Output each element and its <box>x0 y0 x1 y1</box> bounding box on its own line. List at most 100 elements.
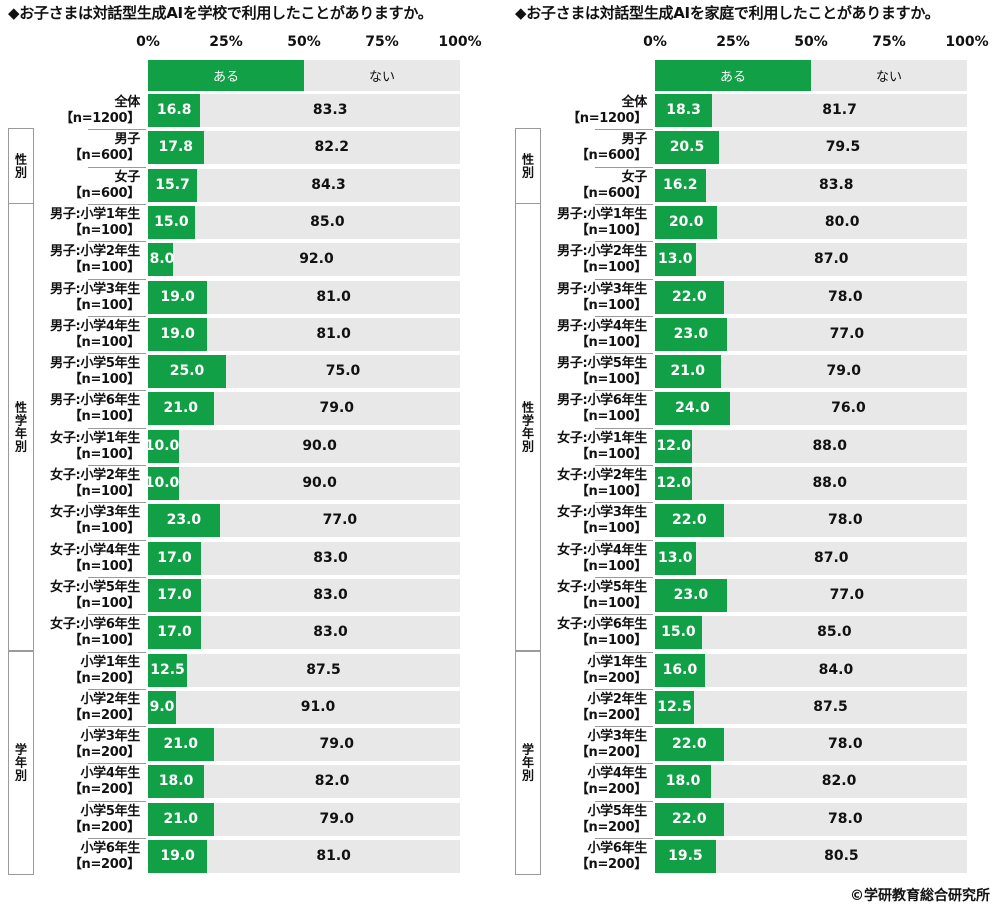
value-label-ari: 17.8 <box>158 139 194 156</box>
group-label-box: 性学年別 <box>8 202 34 652</box>
row-label: 男子:小学2年生 【n=100】 <box>517 244 647 276</box>
axis-tick-label: 0% <box>136 34 160 50</box>
row-label-n: 【n=100】 <box>68 297 140 313</box>
row-label-name: 小学6年生 <box>80 841 140 856</box>
row-label: 女子:小学4年生 【n=100】 <box>517 543 647 575</box>
bar-nai <box>148 168 460 202</box>
row-label: 小学6年生 【n=200】 <box>10 841 140 873</box>
row-separator <box>88 278 146 280</box>
chart-title-home: ◆お子さまは対話型生成AIを家庭で利用したことがありますか。 <box>515 4 940 22</box>
value-label-nai: 76.0 <box>831 400 866 417</box>
value-label-nai: 81.0 <box>316 288 351 305</box>
value-label-ari: 12.0 <box>656 475 691 491</box>
row-label-name: 小学4年生 <box>587 766 647 782</box>
row-label: 女子:小学2年生 【n=100】 <box>10 468 140 500</box>
value-label-nai: 78.0 <box>828 736 863 753</box>
legend-swatch-nai: ない <box>811 60 967 91</box>
bar-ari <box>655 541 696 575</box>
axis-tick-label: 0% <box>643 34 667 50</box>
bar-ari <box>655 578 727 612</box>
bar-nai <box>148 205 460 239</box>
row-label: 小学5年生 【n=200】 <box>10 804 140 836</box>
row-label-name: 小学2年生 <box>80 691 140 707</box>
bar-ari <box>148 765 205 799</box>
row-label-name: 男子:小学5年生 <box>50 356 140 372</box>
row-label-n: 【n=1200】 <box>567 111 647 126</box>
bar-ari <box>148 243 173 277</box>
row-label: 男子:小学1年生 【n=100】 <box>10 207 140 239</box>
row-label-name: 男子:小学2年生 <box>557 244 647 260</box>
value-label-ari: 16.2 <box>662 176 698 193</box>
value-label-nai: 79.5 <box>825 139 861 156</box>
row-separator <box>88 576 146 578</box>
row-separator <box>595 390 653 392</box>
group-label-box: 性学年別 <box>515 202 541 652</box>
bar-nai <box>655 243 967 277</box>
row-label-name: 女子:小学5年生 <box>557 579 647 595</box>
bar-ari <box>655 355 721 389</box>
bar-nai <box>148 429 460 463</box>
row-label: 小学1年生 【n=200】 <box>10 655 140 687</box>
value-label-nai: 85.0 <box>310 213 345 230</box>
row-label: 小学3年生 【n=200】 <box>517 729 647 761</box>
row-label-name: 女子:小学1年生 <box>50 430 140 446</box>
group-label: 性別 <box>13 153 28 180</box>
row-separator <box>595 166 653 168</box>
value-label-ari: 18.3 <box>666 102 701 118</box>
row-label-name: 女子:小学5年生 <box>50 579 140 595</box>
row-separator <box>595 539 653 541</box>
row-separator <box>88 726 146 728</box>
bar-ari <box>148 355 226 389</box>
row-separator <box>88 838 146 839</box>
row-label-name: 男子 <box>114 132 141 148</box>
row-label-n: 【n=100】 <box>575 372 647 388</box>
row-label-n: 【n=100】 <box>575 334 647 350</box>
row-label-n: 【n=600】 <box>575 148 647 164</box>
row-separator <box>595 614 653 616</box>
value-label-ari: 18.0 <box>158 773 194 790</box>
bar-ari <box>148 168 197 202</box>
row-label-n: 【n=100】 <box>68 372 140 388</box>
bar-ari <box>655 653 705 687</box>
value-label-ari: 17.0 <box>157 586 192 603</box>
value-label-nai: 78.0 <box>828 810 863 827</box>
row-label-name: 男子:小学6年生 <box>557 393 647 409</box>
row-label: 女子:小学5年生 【n=100】 <box>10 580 140 612</box>
bar-ari <box>655 504 724 538</box>
row-label-n: 【n=100】 <box>575 484 647 499</box>
value-label-nai: 77.0 <box>322 512 358 529</box>
value-label-nai: 78.0 <box>828 288 863 305</box>
row-label: 女子:小学2年生 【n=100】 <box>517 468 647 500</box>
value-label-nai: 83.0 <box>313 549 348 566</box>
value-label-ari: 13.0 <box>657 251 693 268</box>
row-separator <box>88 763 146 765</box>
row-label-n: 【n=100】 <box>68 484 140 499</box>
row-label: 小学2年生 【n=200】 <box>10 692 140 724</box>
row-label: 女子:小学6年生 【n=100】 <box>517 617 647 649</box>
row-label-n: 【n=600】 <box>575 185 647 201</box>
row-label-n: 【n=600】 <box>68 148 140 164</box>
axis-tick-label: 75% <box>365 34 399 50</box>
bar-ari <box>148 280 208 314</box>
row-label-name: 男子:小学3年生 <box>557 281 647 297</box>
bar-ari <box>655 429 693 463</box>
row-label-name: 女子:小学4年生 <box>50 542 140 558</box>
row-label: 男子:小学2年生 【n=100】 <box>10 244 140 276</box>
row-separator <box>88 353 146 355</box>
row-separator <box>88 315 146 317</box>
row-label-n: 【n=100】 <box>68 409 140 425</box>
row-separator <box>595 576 653 578</box>
bar-ari <box>148 690 177 724</box>
value-label-nai: 83.3 <box>312 102 348 118</box>
value-label-nai: 90.0 <box>302 475 337 491</box>
row-separator <box>88 129 146 131</box>
row-label-name: 小学3年生 <box>80 729 140 745</box>
value-label-ari: 15.0 <box>661 624 696 641</box>
value-label-ari: 21.0 <box>163 736 199 753</box>
group-label: 学年別 <box>520 743 535 783</box>
value-label-ari: 22.0 <box>672 288 707 305</box>
bar-ari <box>655 728 724 762</box>
row-separator <box>595 502 653 504</box>
row-label-name: 女子 <box>114 169 141 185</box>
value-label-nai: 83.8 <box>818 176 854 193</box>
